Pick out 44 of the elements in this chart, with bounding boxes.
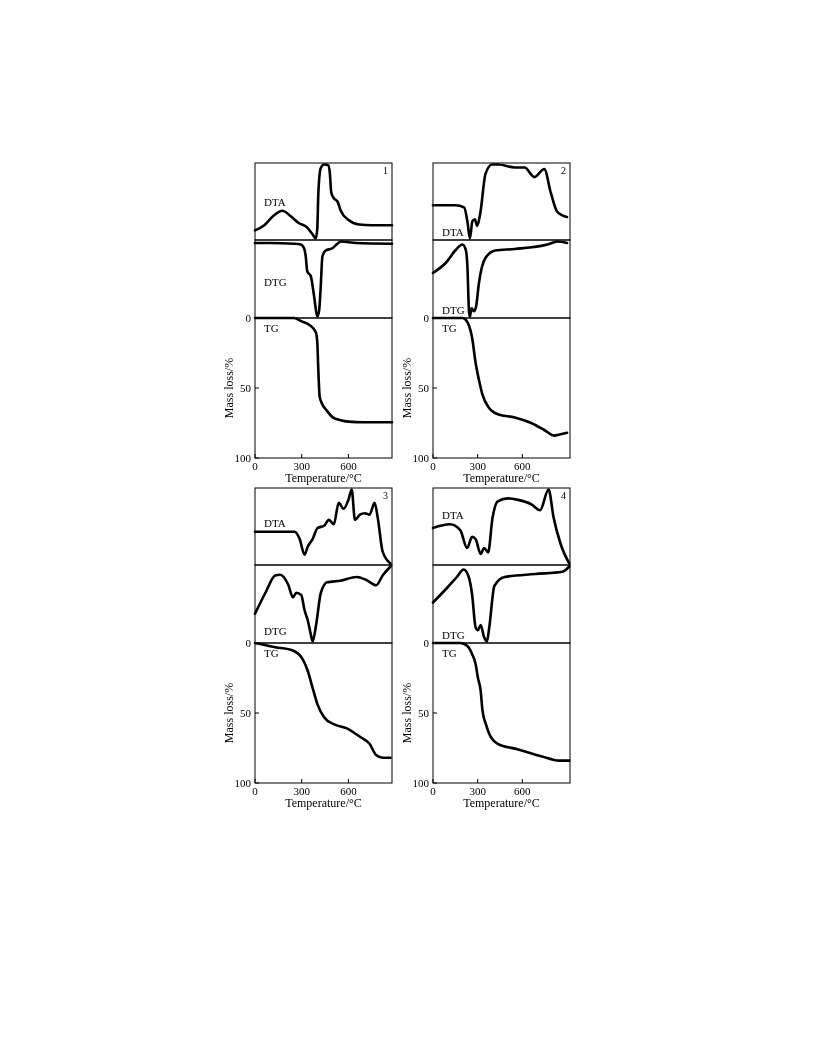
chart-title: 3 xyxy=(383,490,388,501)
series-label: DTG xyxy=(442,629,465,641)
y-tick-label: 0 xyxy=(423,636,430,649)
y-axis-title: Mass loss/% xyxy=(222,357,236,419)
y-tick-label: 0 xyxy=(423,311,430,324)
x-tick-label: 600 xyxy=(340,785,358,797)
series-label: TG xyxy=(442,322,457,334)
series-label: DTA xyxy=(442,226,464,238)
x-tick-label: 600 xyxy=(340,460,358,472)
x-tick-label: 300 xyxy=(469,460,487,472)
x-tick-label: 600 xyxy=(514,460,532,472)
chart-title: 2 xyxy=(561,165,566,176)
series-label: DTG xyxy=(442,304,465,316)
y-tick-label: 100 xyxy=(412,776,430,789)
y-tick-label: 50 xyxy=(418,706,430,719)
x-tick-label: 300 xyxy=(469,785,487,797)
series-label: DTG xyxy=(264,275,287,288)
series-label: TG xyxy=(264,322,279,334)
x-tick-label: 300 xyxy=(293,785,311,797)
y-axis-title: Mass loss/% xyxy=(222,682,236,744)
y-tick-label: 100 xyxy=(412,451,430,464)
y-axis-title: Mass loss/% xyxy=(400,682,414,744)
series-label: DTA xyxy=(264,516,286,529)
x-axis-title: Temperature/°C xyxy=(463,471,540,485)
series-label: TG xyxy=(442,647,457,659)
x-axis-title: Temperature/°C xyxy=(285,471,362,485)
x-axis-title: Temperature/°C xyxy=(463,796,540,810)
y-tick-label: 100 xyxy=(234,776,252,789)
series-label: DTA xyxy=(442,509,464,522)
x-tick-label: 300 xyxy=(293,460,311,472)
y-axis-title: Mass loss/% xyxy=(400,357,414,419)
y-tick-label: 0 xyxy=(245,636,252,649)
x-axis-title: Temperature/°C xyxy=(285,796,362,810)
series-label: TG xyxy=(264,647,279,659)
y-tick-label: 50 xyxy=(418,381,430,394)
y-tick-label: 50 xyxy=(240,381,252,394)
chart-title: 1 xyxy=(383,165,388,176)
y-tick-label: 100 xyxy=(234,451,252,464)
series-label: DTA xyxy=(264,195,286,208)
y-tick-label: 50 xyxy=(240,706,252,719)
series-label: DTG xyxy=(264,624,287,637)
x-tick-label: 600 xyxy=(514,785,532,797)
chart-title: 4 xyxy=(561,490,566,501)
y-tick-label: 0 xyxy=(245,311,252,324)
